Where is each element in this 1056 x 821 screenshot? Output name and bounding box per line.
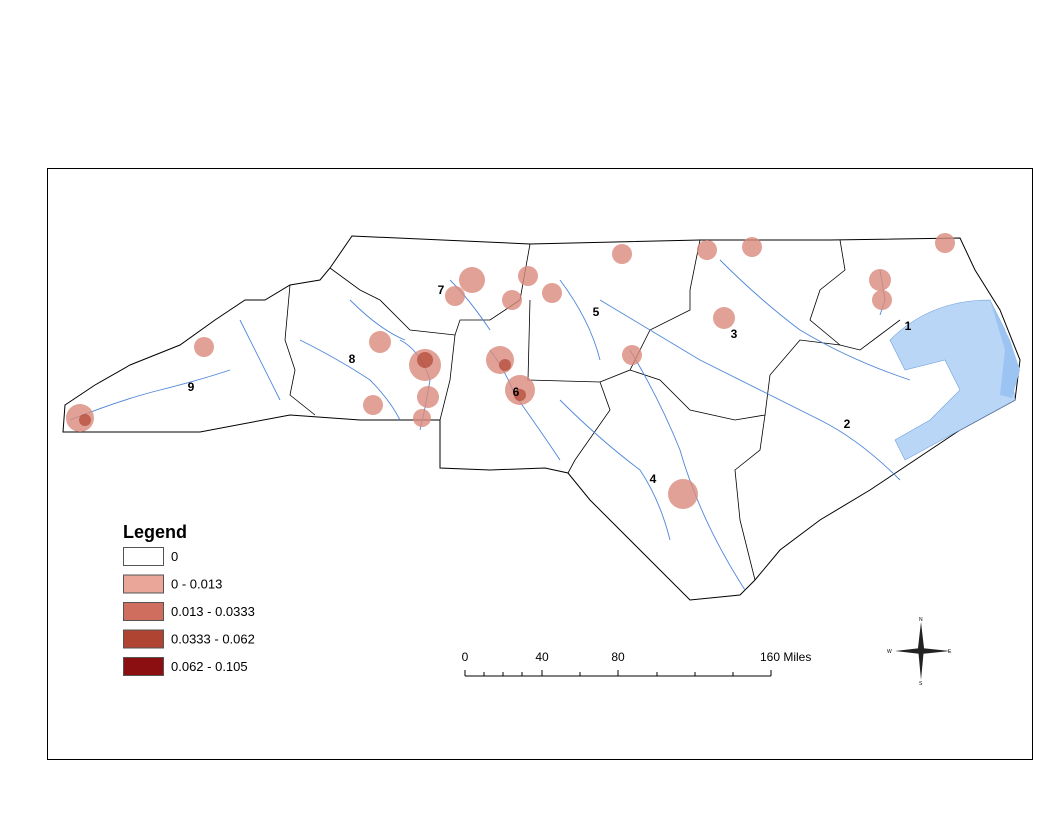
region-label: 7	[438, 283, 445, 297]
compass: N E S W	[887, 617, 952, 687]
legend-swatch	[123, 547, 164, 566]
legend-swatch	[123, 657, 164, 676]
scale-bar: 0 40 80 160 Miles	[462, 650, 811, 677]
region-label: 6	[513, 385, 520, 399]
legend-label: 0.013 - 0.0333	[171, 604, 255, 619]
legend-title: Legend	[123, 522, 187, 542]
region-label: 1	[905, 319, 912, 333]
legend-swatch	[123, 629, 164, 649]
region-label: 8	[349, 352, 356, 366]
scale-label: 80	[611, 650, 625, 664]
legend-label: 0.0333 - 0.062	[171, 632, 255, 647]
region-label: 5	[593, 305, 600, 319]
compass-n: N	[919, 617, 923, 623]
legend-label: 0	[171, 549, 178, 564]
hotspots	[66, 233, 955, 509]
scale-label: 160 Miles	[760, 650, 811, 664]
region-label: 9	[188, 380, 195, 394]
rivers	[69, 259, 911, 591]
scale-label: 40	[535, 650, 549, 664]
scale-label: 0	[462, 650, 469, 664]
compass-s: S	[919, 681, 923, 687]
legend-swatch	[123, 602, 164, 621]
legend-swatch	[123, 574, 164, 594]
legend-items: 0 0 - 0.013 0.013 - 0.0333 0.0333 - 0.062 0.…	[123, 547, 255, 676]
legend-label: 0.062 - 0.105	[171, 659, 248, 674]
legend-label: 0 - 0.013	[171, 577, 222, 592]
compass-e: E	[948, 649, 952, 655]
region-label: 4	[650, 472, 657, 486]
region-label: 2	[844, 417, 851, 431]
compass-w: W	[887, 649, 892, 655]
legend: Legend 0 0 - 0.013 0.013 - 0.0333 0.0333 - …	[123, 522, 255, 676]
region-labels: 1 2 3 4 5 6 7 8 9	[188, 283, 912, 486]
region-label: 3	[731, 327, 738, 341]
